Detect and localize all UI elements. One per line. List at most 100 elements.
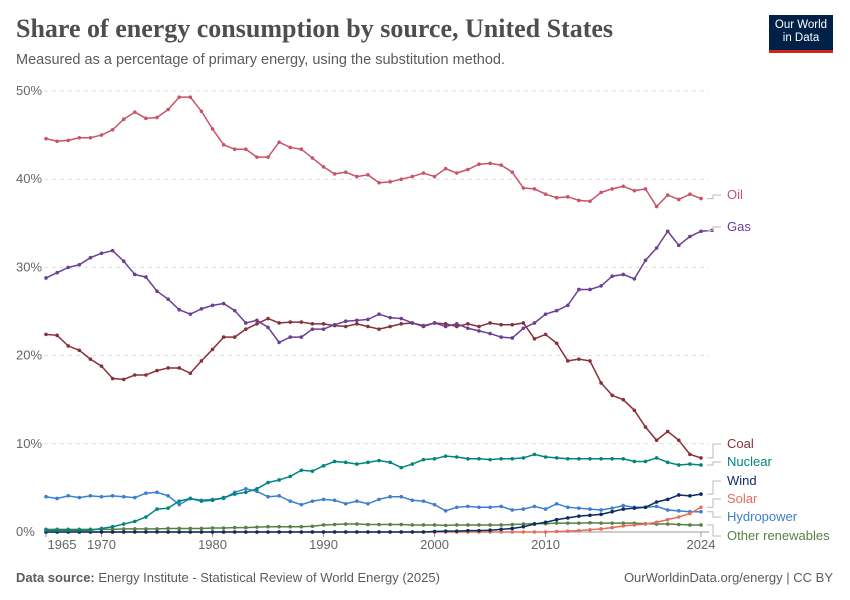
data-point <box>665 429 670 434</box>
data-point <box>699 456 703 460</box>
data-point <box>255 489 259 494</box>
label-connector <box>707 461 721 466</box>
data-point <box>565 456 570 461</box>
data-point <box>232 530 237 534</box>
data-point <box>221 495 226 500</box>
data-point <box>343 530 348 534</box>
source-text[interactable]: Energy Institute - Statistical Review of… <box>98 570 440 585</box>
data-point <box>410 498 415 503</box>
data-point <box>355 318 359 323</box>
data-point <box>299 530 304 534</box>
series-label: Solar <box>727 491 758 506</box>
data-point <box>266 480 270 485</box>
data-point <box>88 357 93 361</box>
data-point <box>466 322 470 326</box>
data-point <box>621 521 626 525</box>
footer-license[interactable]: OurWorldinData.org/energy | CC BY <box>623 570 833 585</box>
data-point <box>510 170 515 174</box>
data-point <box>599 512 603 517</box>
data-point <box>688 452 692 457</box>
data-point <box>466 456 470 461</box>
data-point <box>577 287 581 292</box>
data-point <box>244 327 248 331</box>
data-point <box>244 486 248 491</box>
data-point <box>610 525 614 530</box>
data-point <box>255 530 259 534</box>
data-point <box>77 528 82 533</box>
x-tick-label: 1965 <box>48 537 77 552</box>
data-point <box>565 359 570 363</box>
data-point <box>321 165 326 169</box>
data-point <box>121 530 126 534</box>
data-point <box>654 246 659 250</box>
data-point <box>321 523 326 527</box>
series-label: Wind <box>727 473 757 488</box>
data-point <box>77 262 82 267</box>
data-point <box>343 319 348 324</box>
data-point <box>343 170 348 174</box>
data-point <box>654 438 659 443</box>
data-point <box>466 167 470 172</box>
series-label: Nuclear <box>727 454 772 469</box>
data-point <box>532 530 537 534</box>
data-point <box>499 163 503 167</box>
series-label: Hydropower <box>727 509 798 524</box>
data-point <box>310 327 315 331</box>
series-label: Oil <box>727 187 743 202</box>
series-hydropower <box>44 486 703 514</box>
data-point <box>55 496 59 501</box>
data-point <box>199 499 204 503</box>
data-point <box>554 195 559 200</box>
data-point <box>554 341 559 346</box>
data-point <box>255 155 259 159</box>
data-point <box>255 318 259 323</box>
data-point <box>443 324 448 329</box>
data-point <box>599 527 603 531</box>
chart-subtitle: Measured as a percentage of primary ener… <box>16 52 505 68</box>
data-point <box>665 193 670 197</box>
data-point <box>499 335 503 339</box>
data-point <box>454 505 459 510</box>
data-point <box>310 322 315 326</box>
data-point <box>266 524 270 529</box>
data-point <box>343 324 348 329</box>
data-point <box>543 312 548 316</box>
data-point <box>199 359 204 363</box>
owid-logo[interactable]: Our World in Data <box>769 15 833 53</box>
series-nuclear <box>44 452 703 533</box>
data-point <box>332 459 337 464</box>
data-point <box>410 462 415 466</box>
label-connector <box>707 511 721 518</box>
data-point <box>588 507 592 511</box>
data-point <box>288 335 293 339</box>
data-point <box>699 229 703 234</box>
data-point <box>99 364 104 368</box>
data-point <box>44 494 48 499</box>
data-point <box>521 186 526 190</box>
series-line <box>45 488 701 513</box>
data-point <box>699 505 703 510</box>
data-point <box>155 289 159 294</box>
data-point <box>232 308 237 313</box>
data-point <box>210 498 215 503</box>
data-point <box>144 515 148 519</box>
data-point <box>466 326 470 331</box>
data-point <box>210 347 215 352</box>
data-point <box>466 504 470 509</box>
data-point <box>532 321 537 325</box>
data-point <box>221 143 226 147</box>
data-point <box>499 456 503 461</box>
data-point <box>599 284 603 288</box>
data-point <box>377 530 381 534</box>
data-point <box>399 177 404 181</box>
data-point <box>577 514 581 518</box>
data-point <box>688 494 692 498</box>
data-point <box>621 272 626 277</box>
data-point <box>366 522 370 527</box>
data-point <box>110 248 115 253</box>
data-point <box>443 166 448 171</box>
data-point <box>310 156 315 160</box>
data-point <box>133 272 137 277</box>
data-point <box>643 425 648 429</box>
data-point <box>255 322 259 326</box>
